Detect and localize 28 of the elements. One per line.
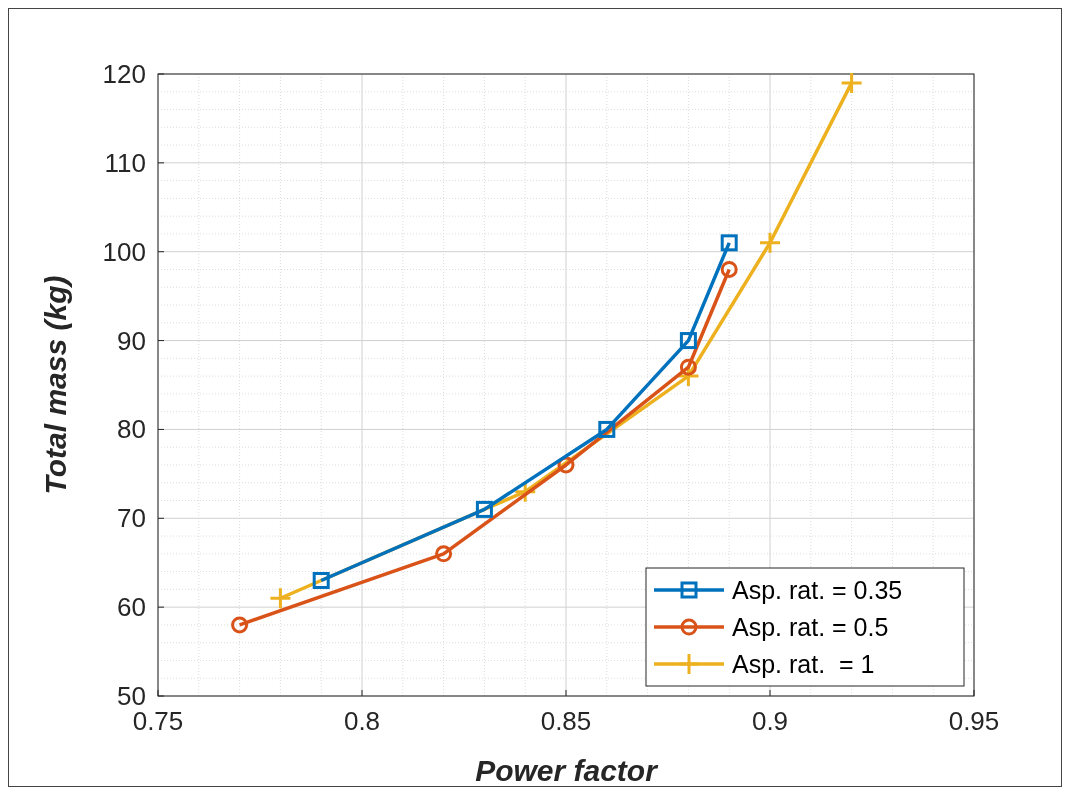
y-tick-label: 110: [104, 147, 146, 178]
y-tick-label: 120: [102, 59, 146, 89]
point: [679, 332, 697, 350]
y-tick-label: 80: [117, 414, 146, 445]
point: [720, 260, 738, 278]
x-tick-label: 0.8: [343, 706, 381, 736]
point: [268, 586, 292, 610]
point: [720, 234, 738, 252]
y-tick-label: 60: [117, 592, 146, 623]
x-tick-label: 0.95: [948, 706, 1000, 736]
x-tick-label: 0.9: [751, 706, 789, 736]
point: [435, 545, 453, 563]
y-tick-label: 90: [117, 325, 146, 356]
y-axis-title: Total mass (kg): [39, 275, 72, 495]
point: [758, 231, 782, 255]
point: [312, 571, 330, 589]
legend-label: Asp. rat. = 1: [732, 650, 875, 678]
y-tick-label: 100: [102, 236, 146, 267]
point: [475, 500, 493, 518]
point: [840, 71, 864, 95]
point: [231, 616, 249, 634]
point: [598, 420, 616, 438]
legend-label: Asp. rat. = 0.35: [732, 576, 903, 604]
x-tick-label: 0.85: [540, 706, 592, 736]
x-axis-title: Power factor: [475, 754, 660, 787]
legend-label: Asp. rat. = 0.5: [732, 613, 889, 641]
point: [679, 358, 697, 376]
y-tick-label: 70: [117, 503, 146, 534]
